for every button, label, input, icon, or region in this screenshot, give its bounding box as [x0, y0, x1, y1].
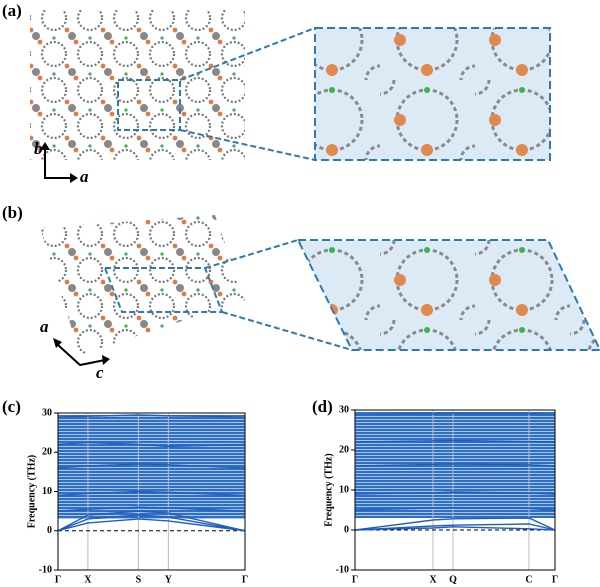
y-tick-label: 20 [339, 444, 349, 455]
y-tick-label: 10 [339, 484, 349, 495]
panel-label: (a) [2, 1, 22, 20]
y-tick-label: 30 [42, 407, 52, 418]
band-line [57, 441, 246, 448]
band-line [57, 518, 246, 532]
axis-arrows [57, 344, 106, 367]
band-line [57, 414, 246, 418]
x-tick-label: Q [449, 574, 457, 585]
axis-arrows [44, 145, 75, 179]
zoom-view [296, 239, 600, 351]
x-tick-label: Γ [242, 574, 248, 585]
axis-label: b [34, 139, 43, 158]
plot-frame [57, 412, 246, 571]
y-tick-label: 20 [42, 447, 52, 458]
plot-frame [354, 409, 556, 571]
panel-b: (b) a c [2, 203, 600, 382]
arrow-heads [53, 338, 110, 365]
band-line [354, 526, 556, 531]
band-line [354, 506, 556, 511]
zoom-line [179, 27, 316, 81]
y-tick-label: 30 [339, 404, 349, 415]
x-tick-label: Γ [352, 574, 358, 585]
arrow-heads [40, 142, 78, 183]
x-tick-label: Γ [55, 574, 61, 585]
structure [30, 10, 245, 160]
x-tick-label: X [429, 574, 437, 585]
band-line [57, 463, 246, 469]
band-line [57, 506, 246, 512]
y-tick-label: 0 [344, 524, 349, 535]
x-tick-label: X [84, 574, 92, 585]
y-tick-label: 10 [42, 486, 52, 497]
y-tick-label: -10 [336, 564, 349, 575]
y-tick-label: -10 [39, 564, 52, 575]
band-line [354, 439, 556, 443]
x-tick-label: C [525, 574, 532, 585]
axis-label: a [40, 317, 49, 336]
zoom-line [179, 129, 316, 161]
panel-a: (a) b a [2, 1, 551, 186]
structure [40, 215, 245, 355]
zoom-box [117, 79, 181, 131]
panel-label: (b) [2, 203, 23, 222]
band-line [354, 491, 556, 495]
band-line [354, 412, 556, 415]
zoom-line [204, 239, 299, 269]
x-tick-label: Y [165, 574, 173, 585]
axis-label: c [96, 363, 104, 382]
y-axis-label: Frequency (THz) [323, 453, 334, 526]
band-line [57, 490, 246, 497]
band-line [57, 514, 246, 532]
x-tick-label: Γ [552, 574, 558, 585]
panel-label: (d) [312, 397, 333, 416]
band-line [57, 510, 246, 532]
band-line [354, 523, 556, 531]
band-line [354, 463, 556, 467]
zoom-view [314, 27, 551, 161]
x-tick-label: S [136, 574, 142, 585]
axis-label: a [80, 167, 89, 186]
y-axis-label: Frequency (THz) [26, 455, 37, 528]
panel-label: (c) [2, 397, 21, 416]
zoom-line [221, 311, 353, 351]
y-tick-label: 0 [47, 525, 52, 536]
band-line [354, 517, 556, 531]
